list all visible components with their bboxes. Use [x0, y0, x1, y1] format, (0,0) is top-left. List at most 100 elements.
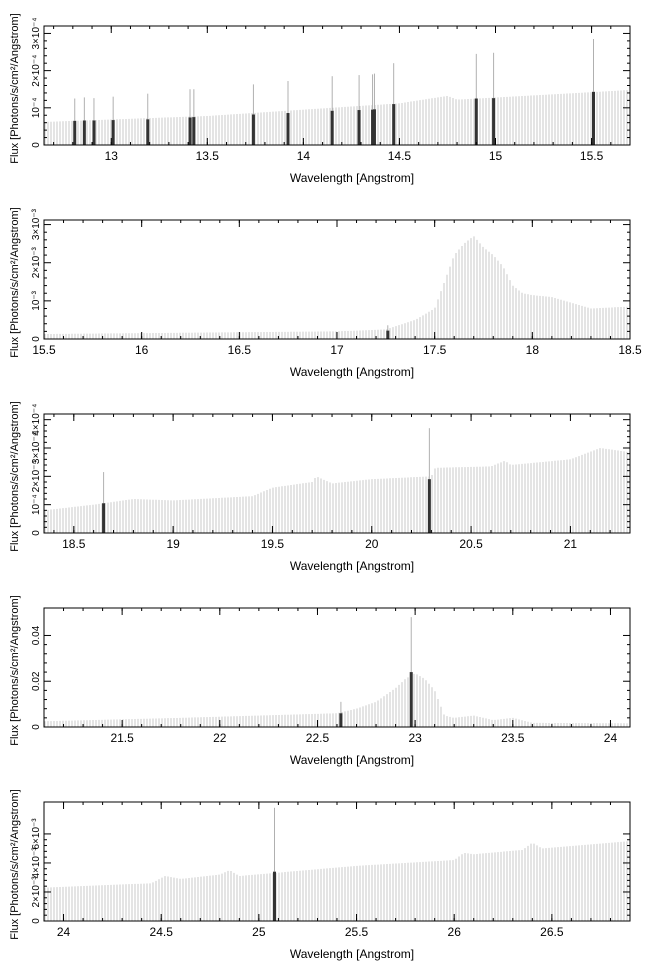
x-tick-label: 16.5	[228, 343, 252, 357]
x-tick-label: 19.5	[261, 537, 285, 551]
y-tick-label: 3×10⁻⁴	[31, 432, 42, 464]
x-tick-label: 23.5	[501, 731, 525, 745]
x-tick-label: 23	[408, 731, 422, 745]
emission-line-bar	[339, 713, 343, 727]
emission-line-bar	[82, 120, 86, 145]
y-axis-label: Flux [Photons/s/cm²/Angstrom]	[9, 401, 21, 551]
y-axis-label: Flux [Photons/s/cm²/Angstrom]	[9, 595, 21, 745]
line-series	[73, 39, 595, 145]
y-tick-label: 10⁻³	[31, 290, 42, 310]
emission-line-bar	[92, 120, 96, 145]
y-tick-label: 2×10⁻⁴	[31, 55, 42, 87]
y-tick-label: 3×10⁻⁴	[31, 17, 42, 49]
y-tick-label: 2×10⁻³	[31, 246, 42, 278]
emission-line-bar	[111, 120, 115, 145]
plot-frame	[43, 413, 631, 534]
x-tick-label: 19	[166, 537, 180, 551]
emission-line-bar	[474, 98, 478, 145]
x-tick-label: 24	[604, 731, 618, 745]
x-axis-label: Wavelength [Angstrom]	[290, 365, 414, 379]
x-tick-label: 16	[135, 343, 149, 357]
continuum-series	[44, 236, 628, 339]
x-tick-label: 18.5	[618, 343, 642, 357]
continuum-series	[44, 90, 628, 145]
emission-line-bar	[371, 109, 375, 145]
emission-line-bar	[73, 120, 77, 145]
emission-line-bar	[409, 672, 413, 727]
chart-panel-5: 24 24.5 25 25.5 26 26.5 0 2×10⁻³4×10⁻³6×10⁻³ Wav…	[9, 789, 631, 961]
x-tick-label: 15.5	[32, 343, 56, 357]
x-axis-label: Wavelength [Angstrom]	[290, 947, 414, 961]
y-tick-label: 2×10⁻⁴	[31, 460, 42, 492]
y-tick-label: 4×10⁻⁴	[31, 404, 42, 436]
chart-panel-1: 13 13.5 14 14.5 15 15.5 0 10⁻⁴ 2×10⁻⁴ 3×10⁻⁴ Wavel…	[9, 13, 631, 185]
x-tick-label: 18.5	[62, 537, 86, 551]
x-tick-label: 15	[489, 149, 503, 163]
x-tick-label: 25	[252, 925, 266, 939]
emission-line-bar	[591, 91, 595, 145]
y-tick-label: 0	[31, 918, 42, 924]
x-tick-label: 15.5	[580, 149, 604, 163]
x-tick-label: 26.5	[540, 925, 564, 939]
y-tick-label: 0	[31, 336, 42, 342]
y-tick-label: 0.04	[31, 625, 42, 645]
emission-line-bar	[251, 114, 255, 145]
x-tick-label: 24.5	[150, 925, 174, 939]
emission-line-bar	[386, 330, 390, 339]
x-axis-label: Wavelength [Angstrom]	[290, 559, 414, 573]
x-tick-label: 21.5	[110, 731, 134, 745]
emission-line-bar	[192, 117, 196, 145]
x-tick-label: 14	[297, 149, 311, 163]
y-axis-label: Flux [Photons/s/cm²/Angstrom]	[9, 13, 21, 163]
emission-line-bar	[427, 479, 431, 533]
x-axis-label: Wavelength [Angstrom]	[290, 753, 414, 767]
x-tick-label: 14.5	[388, 149, 412, 163]
y-tick-label: 10⁻⁴	[31, 97, 42, 118]
plot-frame	[43, 607, 631, 728]
x-tick-label: 13.5	[196, 149, 220, 163]
plot-frame	[43, 219, 631, 340]
y-tick-label: 3×10⁻³	[31, 208, 42, 240]
x-tick-label: 22.5	[306, 731, 330, 745]
x-tick-label: 20.5	[459, 537, 483, 551]
y-axis-label: Flux [Photons/s/cm²/Angstrom]	[9, 207, 21, 357]
y-tick-label: 4×10⁻³	[31, 847, 42, 879]
line-series	[272, 807, 276, 921]
continuum-series	[44, 448, 628, 533]
line-series	[386, 325, 390, 339]
x-tick-label: 21	[564, 537, 578, 551]
emission-line-bar	[146, 119, 150, 145]
emission-line-bar	[392, 104, 396, 145]
y-tick-label: 0	[31, 724, 42, 730]
x-tick-label: 13	[105, 149, 119, 163]
emission-line-bar	[102, 503, 106, 533]
y-tick-label: 0.02	[31, 671, 42, 691]
y-tick-label: 0	[31, 142, 42, 148]
emission-line-bar	[330, 110, 334, 145]
y-tick-label: 10⁻⁴	[31, 494, 42, 515]
x-tick-label: 25.5	[345, 925, 369, 939]
x-tick-label: 24	[57, 925, 71, 939]
continuum-series	[44, 673, 628, 727]
emission-line-bar	[372, 109, 376, 145]
x-tick-label: 26	[448, 925, 462, 939]
emission-line-bar	[188, 117, 192, 145]
x-axis-label: Wavelength [Angstrom]	[290, 171, 414, 185]
y-tick-label: 6×10⁻³	[31, 818, 42, 850]
x-tick-label: 18	[526, 343, 540, 357]
line-series	[102, 428, 431, 533]
x-tick-label: 22	[213, 731, 227, 745]
continuum-series	[44, 841, 628, 921]
emission-line-bar	[272, 871, 276, 921]
line-series	[339, 617, 413, 727]
emission-line-bar	[357, 110, 361, 145]
x-tick-label: 17	[330, 343, 344, 357]
emission-line-bar	[286, 113, 290, 145]
y-tick-label: 2×10⁻³	[31, 876, 42, 908]
chart-panel-2: 15.5 16 16.5 17 17.5 18 18.5 0 10⁻³ 2×10⁻³ 3×10⁻³ W…	[9, 207, 642, 379]
emission-line-bar	[492, 98, 496, 145]
chart-panel-4: 21.5 22 22.5 23 23.5 24 0 0.02 0.04 Wavelength [A…	[9, 595, 631, 767]
chart-panel-3: 18.5 19 19.5 20 20.5 21 0 10⁻⁴ 2×10⁻⁴3×10⁻⁴4×10⁻…	[9, 401, 631, 573]
